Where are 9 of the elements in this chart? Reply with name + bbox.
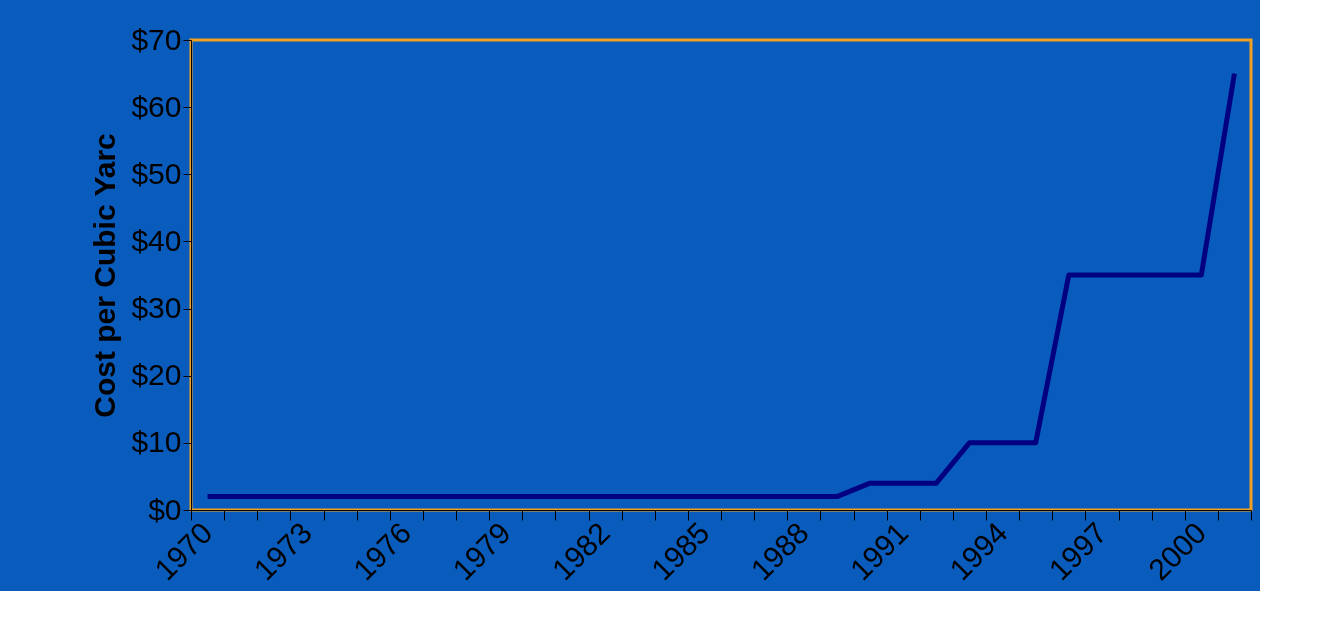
y-tick-label: $0 bbox=[148, 492, 182, 526]
y-tick-label: $70 bbox=[131, 22, 182, 56]
y-tick-label: $10 bbox=[131, 425, 182, 459]
y-tick-label: $30 bbox=[131, 291, 182, 325]
y-axis-title: Cost per Cubic Yarc bbox=[88, 133, 122, 418]
y-tick-label: $60 bbox=[131, 89, 182, 123]
y-tick-label: $50 bbox=[131, 156, 182, 190]
y-tick-label: $40 bbox=[131, 223, 182, 257]
y-tick-label: $20 bbox=[131, 358, 182, 392]
